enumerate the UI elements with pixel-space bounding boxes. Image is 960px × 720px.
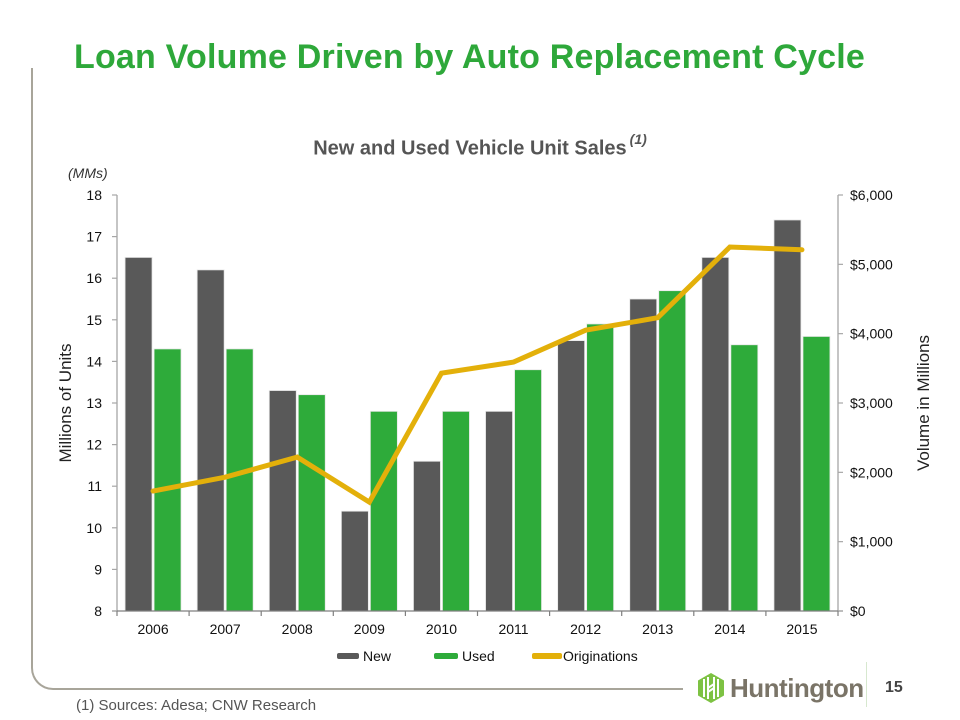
- axes-layer: 8 9 10 11 12 13 14 15 16 17 18 $0 $1,000 $2,000 $3,000…: [86, 187, 893, 637]
- line-layer: [150, 244, 805, 506]
- y-tick-label-left: 12: [86, 437, 102, 453]
- bar-used-2008: [297, 394, 326, 612]
- bar-new-2010: [413, 460, 441, 612]
- bar-used-2015: [802, 336, 831, 612]
- bar-new-2013: [629, 298, 658, 612]
- chart-title-text: New and Used Vehicle Unit Sales: [313, 137, 627, 160]
- y-tick-label-left: 18: [86, 187, 102, 203]
- bars-layer: [124, 219, 831, 612]
- logo-wordmark: Huntington: [730, 672, 864, 703]
- y-axis-label-right: Volume in Millions: [914, 335, 933, 471]
- units-note: (MMs): [68, 165, 108, 181]
- y-tick-label-right: $0: [850, 603, 866, 619]
- x-tick-label: 2013: [642, 621, 673, 637]
- bar-new-2008: [268, 390, 297, 612]
- bar-used-2010: [442, 410, 470, 612]
- footnote: (1) Sources: Adesa; CNW Research: [76, 697, 317, 714]
- chart-title-footnote-ref: (1): [629, 131, 647, 147]
- legend-item-used: Used: [434, 648, 495, 664]
- bar-new-2006: [124, 256, 153, 612]
- bar-new-2011: [485, 410, 513, 612]
- line-originations: [150, 244, 805, 506]
- legend-label-used: Used: [462, 648, 495, 664]
- huntington-hexagon-icon: [698, 673, 724, 703]
- y-tick-label-left: 16: [86, 270, 102, 286]
- bar-new-2015: [773, 219, 802, 612]
- legend-swatch-new: [337, 653, 359, 659]
- legend-label-originations: Originations: [563, 648, 638, 664]
- x-tick-label: 2008: [282, 621, 313, 637]
- bar-new-2007: [196, 269, 225, 612]
- bar-used-2007: [225, 348, 254, 612]
- y-tick-label-right: $4,000: [850, 326, 893, 342]
- y-tick-label-left: 9: [94, 561, 102, 577]
- y-tick-label-left: 8: [94, 603, 102, 619]
- y-tick-label-right: $6,000: [850, 187, 893, 203]
- x-tick-label: 2009: [354, 621, 385, 637]
- legend-item-new: New: [337, 648, 392, 664]
- huntington-logo: Huntington: [696, 672, 864, 704]
- legend-swatch-originations: [532, 653, 562, 659]
- footer-divider: [866, 662, 867, 707]
- slide-title: Loan Volume Driven by Auto Replacement C…: [74, 38, 865, 76]
- bar-new-2014: [701, 256, 730, 612]
- bar-used-2012: [586, 323, 615, 612]
- x-tick-label: 2014: [714, 621, 745, 637]
- bar-used-2009: [369, 410, 398, 612]
- x-tick-label: 2010: [426, 621, 457, 637]
- y-tick-label-left: 15: [86, 312, 102, 328]
- x-tick-label: 2012: [570, 621, 601, 637]
- y-tick-label-left: 14: [86, 353, 102, 369]
- chart-title: New and Used Vehicle Unit Sales (1): [0, 131, 960, 161]
- bar-used-2014: [730, 344, 759, 612]
- bar-new-2009: [340, 510, 369, 612]
- legend-item-originations: Originations: [532, 648, 638, 664]
- x-tick-label: 2011: [498, 621, 528, 637]
- slide-frame: [31, 68, 683, 690]
- bar-new-2012: [557, 340, 586, 612]
- x-tick-label: 2015: [786, 621, 817, 637]
- legend-label-new: New: [363, 648, 392, 664]
- y-tick-label-right: $2,000: [850, 464, 893, 480]
- page-number: 15: [885, 679, 903, 696]
- y-tick-label-right: $3,000: [850, 395, 893, 411]
- x-tick-label: 2006: [137, 621, 168, 637]
- bar-used-2006: [153, 348, 182, 612]
- y-tick-label-left: 10: [86, 520, 102, 536]
- x-tick-label: 2007: [210, 621, 241, 637]
- y-axis-label-left: Millions of Units: [56, 343, 75, 462]
- legend: New Used Originations: [337, 648, 638, 664]
- legend-swatch-used: [434, 653, 458, 659]
- y-tick-label-left: 17: [86, 229, 102, 245]
- y-tick-label-right: $1,000: [850, 534, 893, 550]
- y-tick-label-left: 11: [87, 478, 102, 494]
- y-tick-label-left: 13: [86, 395, 102, 411]
- bar-used-2013: [658, 290, 687, 612]
- bar-used-2011: [514, 369, 542, 612]
- y-tick-label-right: $5,000: [850, 256, 893, 272]
